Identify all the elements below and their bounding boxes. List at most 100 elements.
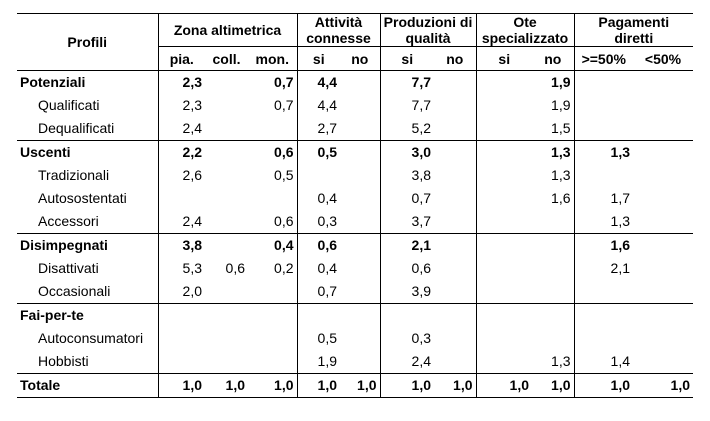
row-label: Tradizionali [38,167,110,183]
table-cell [434,280,476,304]
table-cell: 0,5 [274,167,294,183]
table-cell: 2,2 [157,140,205,164]
table-cell [434,94,476,117]
table-cell: 2,4 [157,117,205,141]
table-cell [340,71,380,95]
row-label: Autoconsumatori [38,330,144,346]
table-cell: 7,7 [379,94,434,117]
table-cell: 2,3 [157,94,205,117]
table-cell [633,94,693,117]
table-cell [157,303,205,327]
table-cell: 0,7 [296,280,340,304]
table-cell [434,117,476,141]
table-cell [434,140,477,164]
table-cell: 1,7 [573,187,634,210]
table-cell: 1,5 [551,120,571,136]
row-label: Totale [17,373,158,398]
header-produzioni-qualita: Produzioni di qualità [379,13,477,47]
table-cell [475,140,533,164]
table-cell [475,280,533,304]
subheader: si [379,46,434,71]
table-cell [633,233,694,257]
table-cell: 0,6 [248,140,297,164]
table-row: Disattivati 5,3 0,6 0,2 0,4 0,6 2,1 [17,257,693,280]
header-ote-specializzato: Ote specializzato [475,13,575,47]
table-cell: 1,0 [573,373,634,398]
table-cell: 0,6 [274,213,294,229]
table-cell [573,70,634,94]
table-cell [205,350,248,374]
table-cell [475,327,533,350]
table-cell: 1,0 [379,373,434,398]
table-cell [475,303,533,327]
table-cell: 3,8 [379,164,434,187]
table-cell: 5,3 [157,257,205,280]
table-cell: 1,0 [633,373,694,398]
table-cell [205,327,248,350]
row-label: Disattivati [38,260,99,276]
table-cell [340,280,380,304]
table-cell: 1,0 [157,373,205,398]
table-cell [434,164,476,187]
table-cell [434,303,477,327]
table-cell: 1,3 [551,353,571,369]
table-cell: 1,6 [573,233,634,257]
table-cell: 3,9 [379,280,434,304]
table-cell [205,71,248,95]
table-cell [205,280,248,304]
table-cell [248,327,297,350]
table-cell [633,303,694,327]
table-row: Qualificati 2,3 0,7 4,4 7,7 1,9 [17,94,693,117]
table-row: Accessori 2,4 0,6 0,3 3,7 1,3 [17,210,693,234]
table-cell: 0,7 [379,187,434,210]
table-row: Dequalificati 2,4 2,7 5,2 1,5 [17,117,693,141]
table-cell [340,233,380,257]
table-row: Fai-per-te [17,303,694,327]
table-cell [475,257,533,280]
table-cell [475,164,533,187]
table-row: Occasionali 2,0 0,7 3,9 [17,280,693,304]
table-cell: 2,1 [379,233,434,257]
subheader: no [434,46,477,71]
table-row: Disimpegnati 3,8 0,4 0,6 2,1 1,6 [17,233,694,257]
table-cell [205,210,248,234]
table-cell [157,327,205,350]
table-cell [340,187,380,210]
table-cell [633,350,693,374]
table-cell [205,303,248,327]
table-cell: 1,9 [551,97,571,113]
table-cell [205,94,248,117]
table-cell [434,233,477,257]
row-label: Autosostentati [38,190,127,206]
table-cell [205,140,248,164]
subheader: no [532,46,575,71]
table-cell: 4,4 [296,70,340,94]
table-cell [157,187,205,210]
table-cell [434,257,476,280]
subheader: pia. [157,46,205,71]
table-cell: 3,8 [157,233,205,257]
table-cell: 1,3 [532,140,575,164]
table-cell [633,187,693,210]
table-cell [573,117,634,141]
table-cell: 0,4 [296,187,340,210]
header-zona-altimetrica: Zona altimetrica [157,13,297,47]
table-cell: 7,7 [379,70,434,94]
table-cell [248,187,297,210]
table-cell [157,350,205,374]
table-cell: 1,6 [551,190,571,206]
table-cell [475,210,533,234]
row-label: Potenziali [20,74,86,90]
row-label: Occasionali [38,283,111,299]
table-cell: 0,5 [296,140,340,164]
table-cell: 2,4 [157,210,205,234]
table-cell [434,350,476,374]
table-cell: 1,3 [573,140,634,164]
table-cell [205,187,248,210]
table-cell [633,164,693,187]
subheader: no [340,46,380,71]
table-row: Autosostentati 0,4 0,7 1,6 1,7 [17,187,693,210]
header-attivita-connesse: Attività connesse [296,13,380,47]
subheader: coll. [205,46,248,71]
table-cell: 5,2 [379,117,434,141]
